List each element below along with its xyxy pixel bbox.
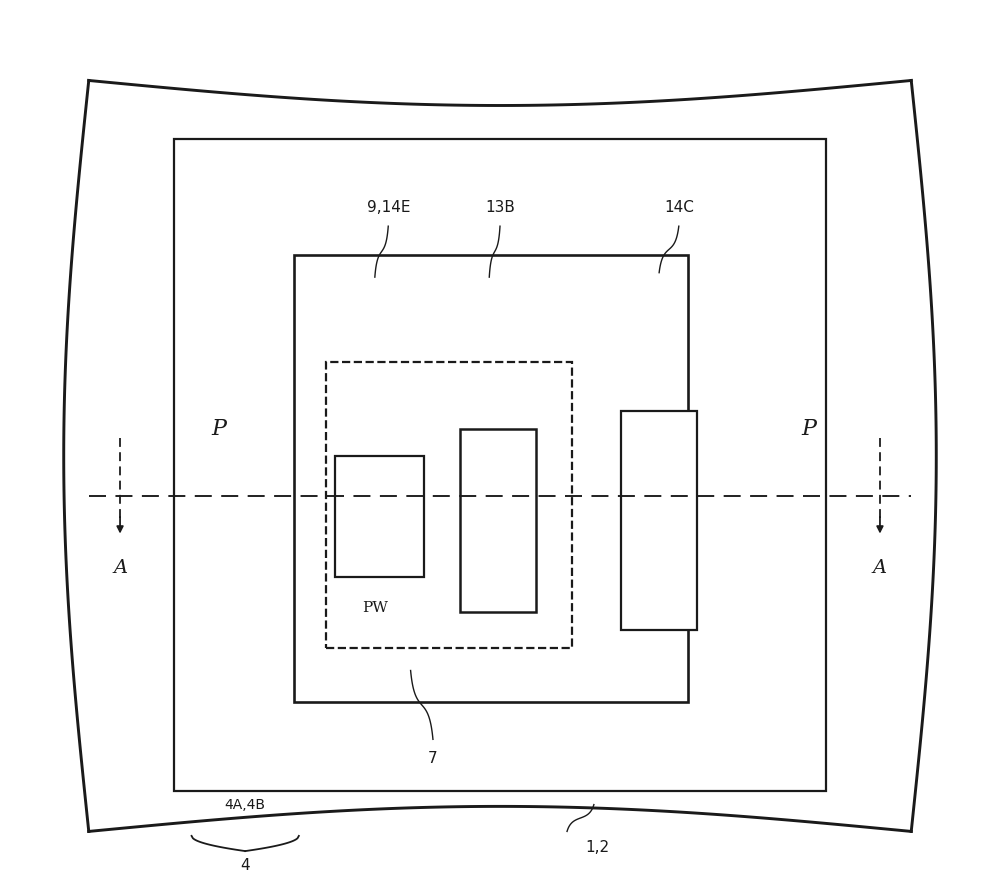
Bar [460, 429, 536, 612]
Text: 4A,4B: 4A,4B [225, 797, 266, 812]
Text: P: P [211, 418, 226, 440]
Text: NW: NW [363, 514, 395, 532]
Text: 9,14E: 9,14E [367, 199, 410, 215]
Text: 4: 4 [240, 858, 250, 873]
Text: PW: PW [362, 601, 388, 615]
Text: A: A [873, 559, 887, 577]
Text: P: P [801, 418, 816, 440]
Text: 13B: 13B [485, 199, 515, 215]
Bar [621, 411, 697, 630]
Text: A: A [113, 559, 127, 577]
Bar [89, 80, 911, 831]
Text: N+: N+ [645, 496, 673, 514]
Bar [326, 362, 572, 648]
Text: P+: P+ [486, 505, 511, 523]
Bar [174, 139, 826, 791]
Text: 1,2: 1,2 [585, 840, 609, 856]
Bar [294, 255, 688, 702]
Text: N+: N+ [365, 478, 394, 496]
Text: 7: 7 [428, 751, 438, 766]
Bar [335, 456, 424, 577]
Text: 14C: 14C [664, 199, 694, 215]
